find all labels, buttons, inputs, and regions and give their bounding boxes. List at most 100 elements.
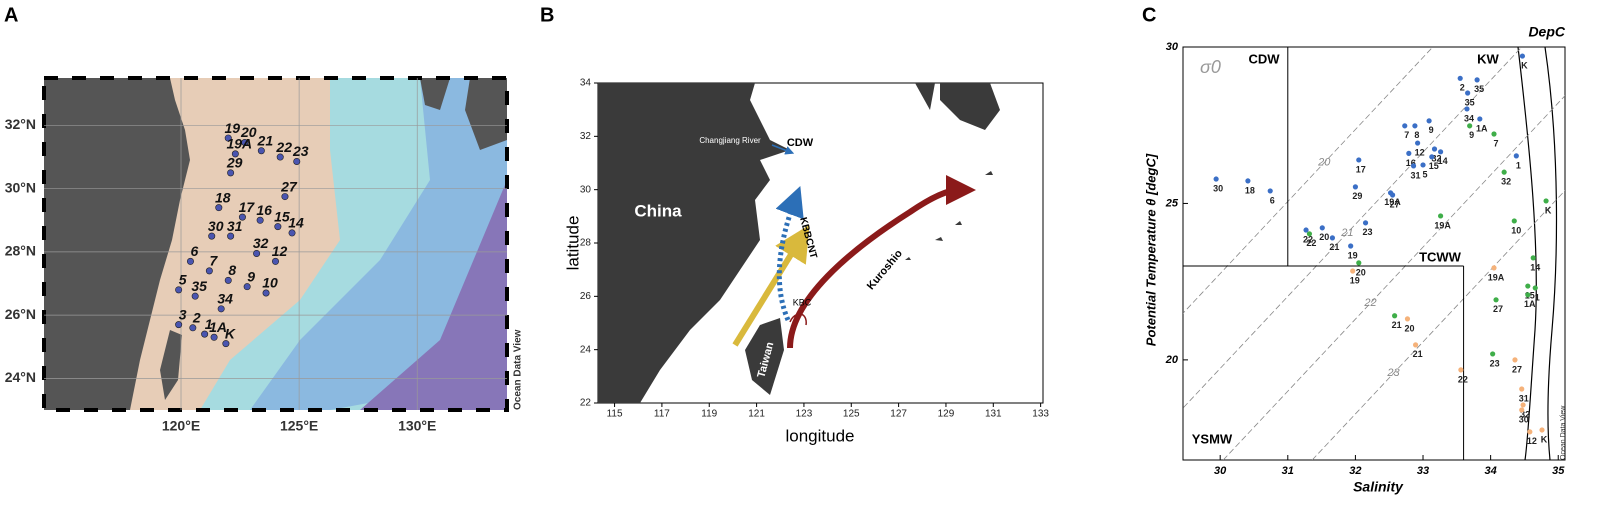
station-label: 18 bbox=[215, 189, 231, 205]
plot-c-frame bbox=[1182, 46, 1566, 461]
point bbox=[1356, 157, 1362, 163]
station-label: 1A bbox=[209, 319, 227, 335]
point bbox=[1329, 235, 1336, 241]
station bbox=[186, 257, 194, 265]
y-axis-title: latitude bbox=[563, 216, 582, 271]
station-label: 35 bbox=[191, 278, 207, 294]
station-label: 7 bbox=[209, 253, 218, 269]
x-tick-label: 127 bbox=[890, 409, 907, 420]
isopycnal bbox=[1183, 47, 1523, 409]
point bbox=[1512, 357, 1518, 363]
point-label: 19A bbox=[1384, 197, 1401, 207]
panel-label: C bbox=[1142, 4, 1156, 26]
y-axis-title: Potential Temperature θ [degC] bbox=[1143, 153, 1158, 346]
point-label: 12 bbox=[1527, 436, 1537, 446]
point bbox=[1511, 218, 1517, 224]
point-label: 14 bbox=[1530, 262, 1540, 272]
station-label: 30 bbox=[208, 218, 224, 234]
map-a-background bbox=[44, 78, 507, 410]
isopycnal bbox=[1183, 47, 1434, 314]
water-mass-label: TCWW bbox=[1419, 249, 1462, 264]
credit: Ocean Data View bbox=[1560, 405, 1567, 460]
point-label: 20 bbox=[1404, 323, 1414, 333]
station bbox=[274, 223, 282, 231]
water-mass-label: CDW bbox=[1248, 51, 1280, 66]
y-tick-label: 22 bbox=[580, 398, 592, 409]
point-label: K bbox=[1541, 434, 1548, 444]
x-tick-label: 31 bbox=[1282, 465, 1294, 477]
station-label: 16 bbox=[256, 202, 272, 218]
isopycnal bbox=[1311, 189, 1565, 460]
point bbox=[1527, 429, 1533, 435]
point bbox=[1362, 220, 1369, 226]
point-label: 31 bbox=[1519, 393, 1529, 403]
isopycnal-label: 21 bbox=[1340, 227, 1353, 239]
point-label: 31 bbox=[1411, 170, 1421, 180]
x-tick-label: 125 bbox=[843, 409, 860, 420]
point bbox=[1402, 123, 1408, 129]
point-label: 7 bbox=[1494, 138, 1499, 148]
point bbox=[1513, 153, 1519, 159]
point-label: 32 bbox=[1520, 409, 1530, 419]
point-label: 32 bbox=[1501, 177, 1511, 187]
point-label: 21 bbox=[1413, 349, 1423, 359]
point bbox=[1519, 407, 1525, 413]
x-tick-label: 120°E bbox=[162, 418, 200, 434]
point bbox=[1431, 146, 1438, 152]
point bbox=[1404, 316, 1411, 322]
station-label: 5 bbox=[179, 272, 187, 288]
point-label: K bbox=[1521, 60, 1528, 70]
y-tick-label: 30 bbox=[580, 184, 592, 195]
point bbox=[1437, 213, 1444, 219]
station-label: 23 bbox=[292, 143, 309, 159]
point bbox=[1491, 131, 1497, 137]
station-label: 3 bbox=[179, 306, 187, 322]
station bbox=[293, 157, 301, 165]
station-label: 27 bbox=[280, 178, 298, 194]
station bbox=[276, 153, 284, 161]
x-tick-label: 119 bbox=[701, 409, 717, 420]
point bbox=[1519, 386, 1525, 392]
x-tick-label: 125°E bbox=[280, 418, 318, 434]
point-label: 22 bbox=[1303, 234, 1313, 244]
point-label: 16 bbox=[1406, 158, 1416, 168]
point bbox=[1457, 75, 1463, 81]
station bbox=[281, 193, 289, 201]
point bbox=[1348, 243, 1354, 249]
chart-title: DepC bbox=[1528, 24, 1565, 40]
point-label: K bbox=[1545, 205, 1552, 215]
point-label: 15 bbox=[1429, 161, 1439, 171]
station-label: 32 bbox=[253, 235, 269, 251]
isopycnal-label: 23 bbox=[1386, 367, 1400, 379]
station-label: 6 bbox=[191, 243, 199, 259]
map-annotation: Changjiang River bbox=[699, 136, 761, 145]
point bbox=[1410, 163, 1417, 169]
y-tick-label: 34 bbox=[580, 78, 592, 89]
point bbox=[1490, 351, 1496, 357]
point-label: 7 bbox=[1404, 130, 1409, 140]
station bbox=[205, 267, 213, 275]
station bbox=[210, 333, 218, 341]
station bbox=[227, 232, 235, 240]
x-tick-label: 123 bbox=[796, 409, 813, 420]
point bbox=[1493, 297, 1499, 303]
station bbox=[271, 257, 279, 265]
point-label: 30 bbox=[1519, 414, 1529, 424]
station-label: 31 bbox=[227, 218, 243, 234]
point bbox=[1520, 402, 1526, 408]
station bbox=[238, 213, 246, 221]
station bbox=[227, 169, 235, 177]
point-label: 35 bbox=[1474, 84, 1484, 94]
station bbox=[256, 216, 264, 224]
point-label: 5 bbox=[1423, 169, 1428, 179]
map-b-background bbox=[597, 82, 1044, 404]
point bbox=[1426, 118, 1432, 124]
station-label: 29 bbox=[226, 155, 243, 171]
point-label: 27 bbox=[1512, 364, 1522, 374]
station-label: 20 bbox=[240, 124, 257, 140]
point bbox=[1525, 292, 1531, 298]
x-axis-title: longitude bbox=[785, 426, 854, 445]
point-label: 23 bbox=[1490, 358, 1500, 368]
point-label: 19A bbox=[1434, 220, 1451, 230]
point-label: 27 bbox=[1493, 304, 1503, 314]
